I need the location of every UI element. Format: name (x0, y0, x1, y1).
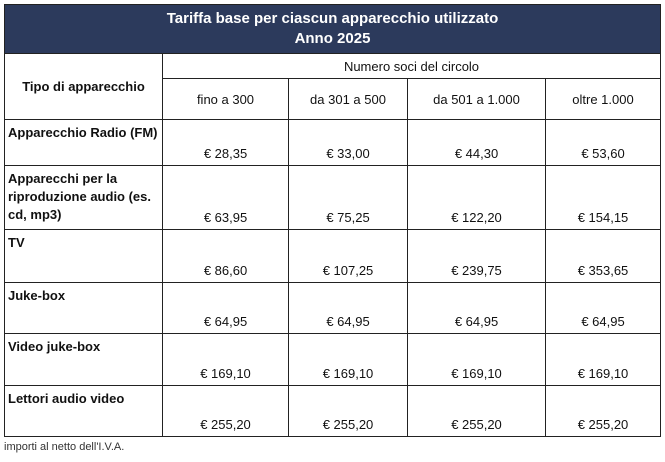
price-cell: € 169,10 (162, 333, 289, 386)
column-header-range-3: da 501 a 1.000 (407, 78, 546, 120)
price-cell: € 33,00 (288, 119, 408, 166)
price-cell: € 255,20 (545, 385, 661, 437)
column-header-range-2: da 301 a 500 (288, 78, 408, 120)
price-cell: € 169,10 (545, 333, 661, 386)
row-label: Apparecchi per la riproduzione audio (es… (4, 165, 163, 230)
table-row: Apparecchi per la riproduzione audio (es… (4, 165, 661, 230)
price-cell: € 154,15 (545, 165, 661, 230)
header-row-group: Tipo di apparecchio Numero soci del circ… (4, 53, 661, 120)
table-title-line2: Anno 2025 (294, 30, 371, 47)
price-cell: € 64,95 (545, 282, 661, 334)
price-cell: € 75,25 (288, 165, 408, 230)
row-label: Video juke-box (4, 333, 163, 386)
price-cell: € 255,20 (288, 385, 408, 437)
row-label: TV (4, 229, 163, 283)
column-header-range-1: fino a 300 (162, 78, 289, 120)
price-cell: € 255,20 (162, 385, 289, 437)
tariff-sheet: Tariffa base per ciascun apparecchio uti… (4, 4, 661, 453)
price-cell: € 64,95 (162, 282, 289, 334)
title-row: Tariffa base per ciascun apparecchio uti… (4, 4, 661, 54)
table-row: Apparecchio Radio (FM) € 28,35 € 33,00 €… (4, 119, 661, 166)
footnote: importi al netto dell'I.V.A. (4, 441, 125, 453)
price-cell: € 122,20 (407, 165, 546, 230)
price-cell: € 353,65 (545, 229, 661, 283)
column-header-range-4: oltre 1.000 (545, 78, 661, 120)
price-cell: € 239,75 (407, 229, 546, 283)
price-cell: € 63,95 (162, 165, 289, 230)
table-row: Juke-box € 64,95 € 64,95 € 64,95 € 64,95 (4, 282, 661, 334)
price-cell: € 64,95 (407, 282, 546, 334)
column-group-header: Numero soci del circolo (162, 53, 661, 79)
price-cell: € 44,30 (407, 119, 546, 166)
table-title: Tariffa base per ciascun apparecchio uti… (4, 4, 661, 54)
price-cell: € 53,60 (545, 119, 661, 166)
tariff-table: Tariffa base per ciascun apparecchio uti… (4, 4, 661, 437)
price-cell: € 86,60 (162, 229, 289, 283)
header-row-ranges: fino a 300 da 301 a 500 da 501 a 1.000 o… (5, 78, 661, 120)
table-row: Lettori audio video € 255,20 € 255,20 € … (4, 385, 661, 437)
price-cell: € 28,35 (162, 119, 289, 166)
price-cell: € 255,20 (407, 385, 546, 437)
price-cell: € 169,10 (288, 333, 408, 386)
table-row: TV € 86,60 € 107,25 € 239,75 € 353,65 (4, 229, 661, 283)
row-label: Lettori audio video (4, 385, 163, 437)
row-label: Juke-box (4, 282, 163, 334)
row-label: Apparecchio Radio (FM) (4, 119, 163, 166)
price-cell: € 64,95 (288, 282, 408, 334)
table-title-line1: Tariffa base per ciascun apparecchio uti… (166, 10, 499, 27)
column-header-type: Tipo di apparecchio (4, 53, 163, 120)
price-cell: € 169,10 (407, 333, 546, 386)
price-cell: € 107,25 (288, 229, 408, 283)
table-row: Video juke-box € 169,10 € 169,10 € 169,1… (4, 333, 661, 386)
